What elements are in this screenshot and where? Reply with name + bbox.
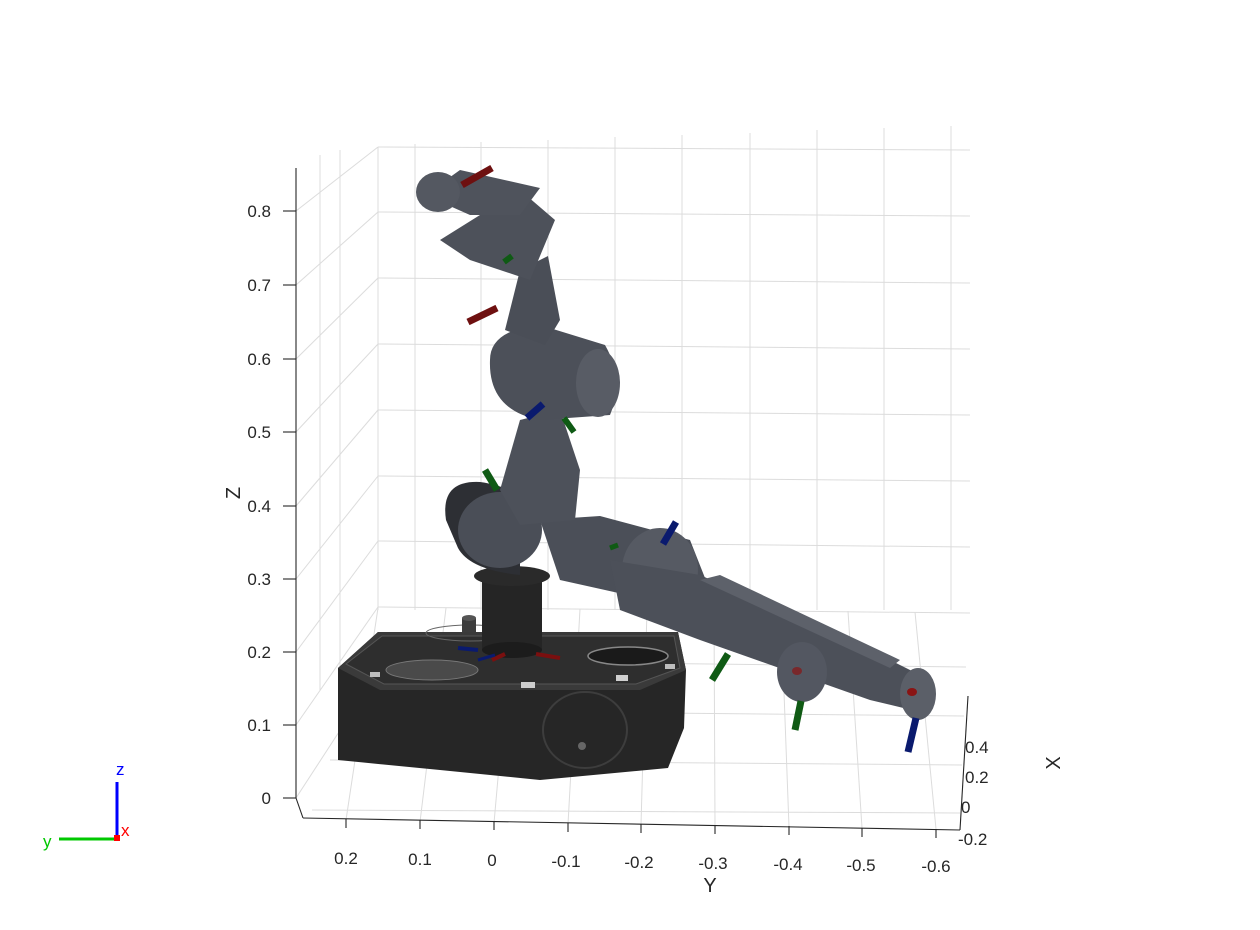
x-tick-label: -0.2	[958, 830, 987, 849]
y-tick-label: -0.1	[551, 852, 580, 871]
frame-z-marker	[904, 717, 920, 753]
triad-x-label: x	[121, 821, 130, 840]
triad-z-label: z	[116, 760, 125, 779]
orientation-triad: z y x	[43, 760, 130, 851]
y-axis-label: Y	[703, 875, 716, 897]
left-arm	[416, 170, 620, 575]
z-tick-labels: 0.8 0.7 0.6 0.5 0.4 0.3 0.2 0.1 0	[247, 202, 271, 808]
frame-y-marker	[609, 542, 619, 551]
y-tick-label: 0.2	[334, 849, 358, 868]
x-axis-label: X	[1043, 756, 1065, 769]
z-tick-label: 0.8	[247, 202, 271, 221]
base-side-wheel	[542, 691, 628, 769]
x-tick-label: 0.2	[965, 768, 989, 787]
arm-column	[474, 566, 550, 658]
z-tick-label: 0.7	[247, 276, 271, 295]
y-tick-label: -0.2	[624, 853, 653, 872]
y-tick-labels: 0.2 0.1 0 -0.1 -0.2 -0.3 -0.4 -0.5 -0.6	[334, 849, 950, 876]
z-tick-label: 0.1	[247, 716, 271, 735]
frame-markers	[457, 164, 920, 753]
arm-end-effector	[900, 668, 936, 720]
frame-y-marker	[791, 700, 805, 731]
y-tick-label: -0.3	[698, 854, 727, 873]
frame-x-marker	[491, 652, 506, 662]
z-tick-label: 0.5	[247, 423, 271, 442]
z-tick-label: 0	[262, 789, 271, 808]
triad-x-axis	[114, 835, 120, 841]
frame-x-marker	[535, 652, 561, 660]
y-tick-label: 0	[487, 851, 496, 870]
frame-z-marker	[524, 401, 546, 421]
x-tick-labels: 0.4 0.2 0 -0.2	[958, 738, 989, 849]
frame-y-marker	[502, 253, 514, 265]
y-tick-label: 0.1	[408, 850, 432, 869]
axes-box	[283, 168, 969, 838]
mobile-base	[338, 615, 686, 780]
y-tick-label: -0.6	[921, 857, 950, 876]
frame-y-marker	[709, 652, 731, 682]
y-tick-label: -0.4	[773, 855, 802, 874]
x-tick-label: 0	[961, 798, 970, 817]
base-knob	[462, 618, 476, 632]
triad-y-label: y	[43, 832, 52, 851]
frame-y-marker	[561, 416, 577, 434]
frame-y-marker	[481, 468, 501, 492]
x-tick-label: 0.4	[965, 738, 989, 757]
base-vent-left	[385, 659, 479, 681]
frame-x-marker	[466, 304, 499, 326]
base-vent-right	[587, 646, 669, 666]
z-tick-label: 0.4	[247, 497, 271, 516]
z-tick-label: 0.6	[247, 350, 271, 369]
z-tick-label: 0.2	[247, 643, 271, 662]
frame-x-marker	[460, 164, 494, 189]
y-tick-label: -0.5	[846, 856, 875, 875]
frame-z-marker	[477, 653, 496, 662]
z-axis-label: Z	[223, 487, 245, 499]
z-tick-label: 0.3	[247, 570, 271, 589]
frame-z-marker	[659, 520, 680, 546]
frame-z-marker	[457, 646, 479, 652]
